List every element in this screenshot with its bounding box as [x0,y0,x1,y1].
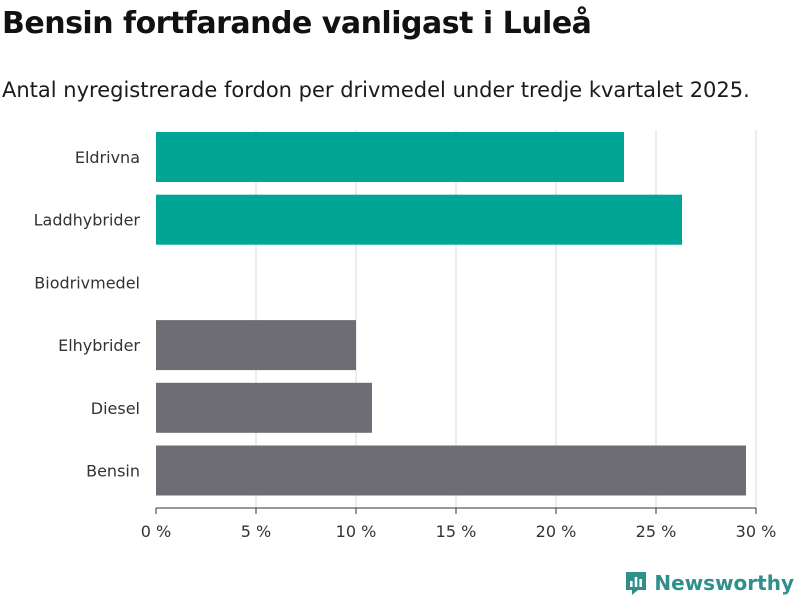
x-tick-label: 20 % [536,522,577,541]
category-label: Diesel [91,399,140,418]
x-tick-label: 15 % [436,522,477,541]
category-label: Elhybrider [58,336,140,355]
x-tick-label: 25 % [636,522,677,541]
bar [156,382,372,433]
category-label: Laddhybrider [34,211,141,230]
category-label: Biodrivmedel [34,273,140,292]
x-tick-label: 10 % [336,522,377,541]
category-label: Eldrivna [75,148,140,167]
newsworthy-logo: Newsworthy [624,568,794,598]
bar [156,132,624,182]
x-tick-label: 30 % [736,522,777,541]
x-tick-label: 5 % [241,522,271,541]
bar [156,445,746,496]
chart-subtitle: Antal nyregistrerade fordon per drivmede… [2,78,750,102]
bar [156,194,682,245]
x-tick-label: 0 % [141,522,171,541]
category-label: Bensin [86,462,140,481]
newsworthy-chart-icon [626,572,647,595]
logo-text: Newsworthy [654,571,794,595]
bar [156,320,356,371]
chart-title: Bensin fortfarande vanligast i Luleå [2,6,592,41]
